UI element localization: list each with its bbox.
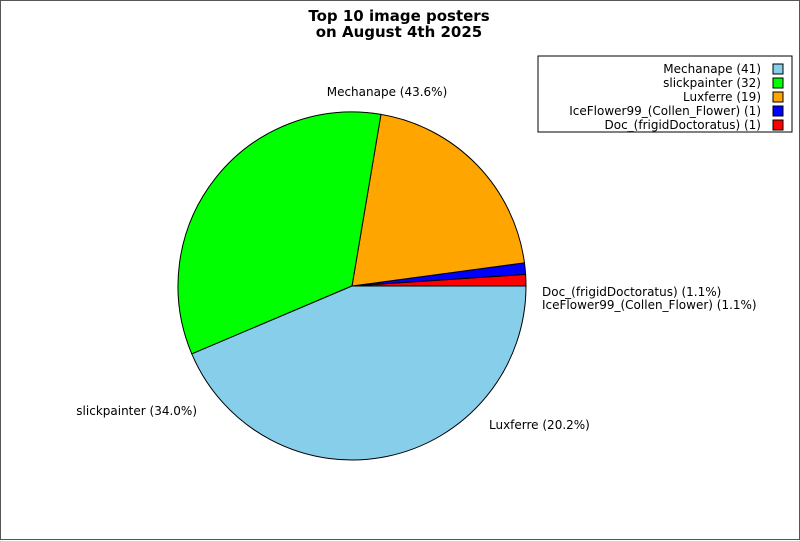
pie-slice-slickpainter <box>177 111 382 355</box>
legend-swatch <box>772 77 784 89</box>
pie-slice-luxferre <box>351 113 526 287</box>
slice-label: IceFlower99_(Collen_Flower) (1.1%) <box>542 298 757 312</box>
legend-entry: IceFlower99_(Collen_Flower) (1) <box>569 104 761 118</box>
slice-label: Mechanape (43.6%) <box>327 85 448 99</box>
legend-entry: Luxferre (19) <box>683 90 761 104</box>
slice-label: slickpainter (34.0%) <box>76 404 197 418</box>
legend-swatch <box>772 105 784 117</box>
chart-title-line-1: Top 10 image posters <box>308 7 489 25</box>
legend-entry: Doc_(frigidDoctoratus) (1) <box>605 118 762 132</box>
chart-title-line-2: on August 4th 2025 <box>316 23 483 41</box>
legend-entry: Mechanape (41) <box>663 62 761 76</box>
legend-swatch <box>772 63 784 75</box>
legend-swatch <box>772 119 784 131</box>
legend-entry: slickpainter (32) <box>663 76 761 90</box>
slice-label: Doc_(frigidDoctoratus) (1.1%) <box>542 285 721 299</box>
legend-swatch <box>772 91 784 103</box>
legend-box <box>537 55 793 133</box>
pie-slice-mechanape <box>191 285 527 461</box>
slice-label: Luxferre (20.2%) <box>489 418 590 432</box>
